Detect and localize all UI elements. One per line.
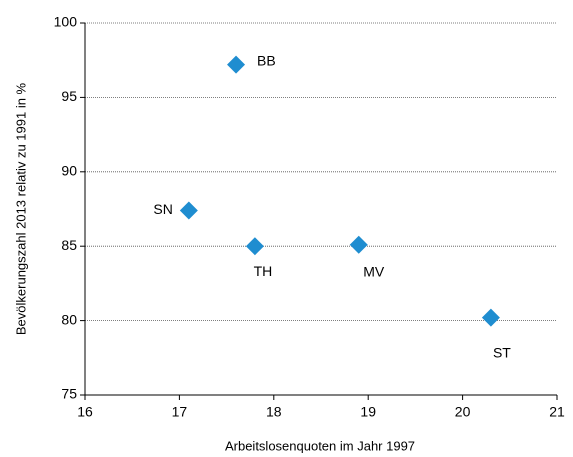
data-point — [227, 55, 246, 74]
y-tick-label: 85 — [61, 237, 77, 253]
point-label: MV — [363, 263, 385, 279]
data-point — [481, 308, 500, 327]
y-axis-title: Bevölkerungszahl 2013 relativ zu 1991 in… — [13, 82, 28, 335]
point-label: BB — [257, 52, 276, 68]
x-tick-label: 16 — [77, 404, 93, 420]
y-tick-label: 75 — [61, 386, 77, 402]
data-point — [179, 201, 198, 220]
x-tick-label: 20 — [455, 404, 471, 420]
x-tick-label: 19 — [360, 404, 376, 420]
x-tick-label: 17 — [172, 404, 188, 420]
point-label: ST — [493, 344, 511, 360]
data-point — [245, 237, 264, 256]
x-tick-label: 18 — [266, 404, 282, 420]
y-tick-label: 90 — [61, 163, 77, 179]
x-tick-label: 21 — [549, 404, 565, 420]
y-tick-label: 100 — [54, 14, 78, 30]
point-label: SN — [153, 201, 172, 217]
x-axis-title: Arbeitslosenquoten im Jahr 1997 — [225, 438, 415, 453]
y-tick-label: 95 — [61, 88, 77, 104]
data-point — [349, 235, 368, 254]
y-tick-label: 80 — [61, 311, 77, 327]
point-label: TH — [254, 263, 273, 279]
